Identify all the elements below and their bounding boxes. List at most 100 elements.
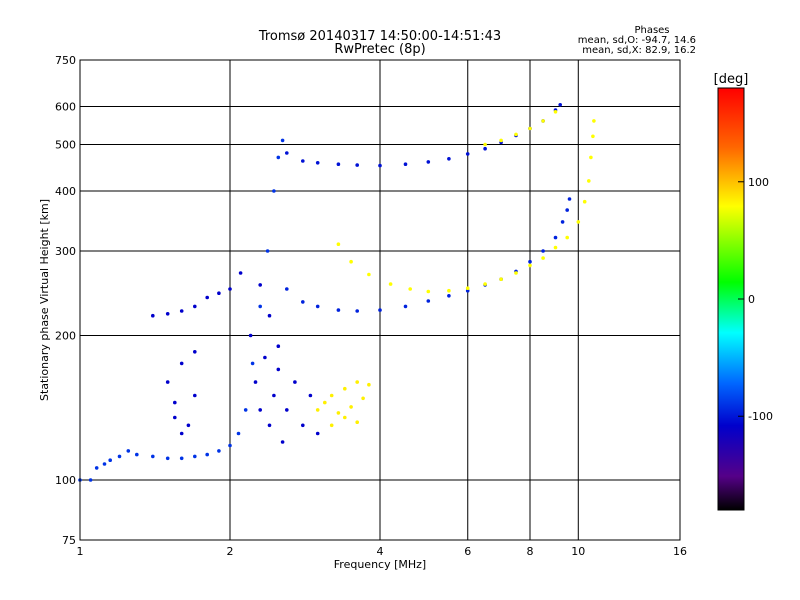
data-point	[173, 400, 177, 405]
chart-title: Tromsø 20140317 14:50:00-14:51:43	[258, 29, 501, 44]
data-point	[301, 423, 305, 428]
data-point	[179, 431, 184, 436]
data-point	[301, 159, 305, 163]
data-point	[193, 454, 197, 459]
x-tick-label: 2	[227, 545, 234, 558]
data-point	[272, 393, 276, 398]
data-point	[343, 415, 347, 420]
data-point	[285, 408, 289, 412]
colorbar-tick-label: 100	[748, 176, 769, 189]
data-point	[126, 449, 131, 453]
y-tick-label: 75	[62, 534, 76, 547]
data-point	[267, 423, 272, 428]
data-point	[560, 220, 565, 224]
data-point	[567, 197, 572, 201]
data-point	[135, 452, 139, 457]
data-point	[336, 162, 341, 166]
data-point	[465, 286, 470, 291]
data-point	[336, 308, 341, 312]
data-point	[378, 308, 382, 312]
data-point	[248, 333, 253, 338]
data-point	[483, 146, 487, 151]
data-point	[426, 299, 431, 303]
data-point	[280, 440, 285, 444]
data-point	[276, 367, 281, 372]
data-point	[541, 249, 545, 253]
data-point	[587, 179, 591, 183]
data-point	[355, 420, 360, 425]
data-point	[403, 162, 408, 166]
data-point	[553, 235, 558, 240]
data-point	[426, 160, 431, 164]
data-point	[465, 152, 470, 156]
data-point	[447, 294, 451, 298]
data-point	[541, 256, 545, 260]
data-point	[258, 283, 263, 287]
data-point	[165, 380, 170, 384]
data-point	[258, 408, 263, 412]
x-tick-label: 1	[77, 545, 84, 558]
data-point	[276, 155, 281, 160]
data-point	[343, 386, 347, 391]
data-point	[258, 304, 263, 309]
y-tick-label: 500	[55, 139, 76, 152]
data-point	[193, 393, 197, 398]
data-point	[253, 380, 258, 384]
data-point	[565, 235, 569, 240]
data-point	[217, 291, 221, 296]
y-tick-label: 100	[55, 474, 76, 487]
data-point	[483, 142, 487, 147]
data-point	[553, 245, 558, 250]
colorbar-tick-label: 0	[748, 293, 755, 306]
data-point	[179, 456, 184, 461]
data-point	[243, 408, 248, 412]
data-point	[349, 259, 353, 264]
data-point	[355, 309, 360, 313]
data-point	[285, 151, 289, 155]
data-point	[576, 220, 581, 224]
data-point	[558, 103, 562, 107]
colorbar-ticks: 100 0 -100	[738, 176, 773, 423]
data-point	[592, 119, 596, 123]
data-point	[193, 350, 197, 354]
data-point	[94, 466, 99, 470]
chart-subtitle: RwPretec (8p)	[334, 42, 425, 57]
y-tick-label: 200	[55, 330, 76, 343]
data-point	[589, 155, 593, 160]
data-point	[301, 300, 305, 304]
data-point	[315, 431, 320, 436]
data-point	[250, 361, 255, 366]
data-point	[179, 361, 184, 366]
data-point	[355, 380, 360, 384]
data-point	[265, 249, 270, 253]
data-point	[528, 263, 532, 268]
data-point	[205, 452, 209, 457]
data-point	[315, 304, 320, 309]
data-point	[514, 271, 518, 275]
data-point	[465, 288, 470, 293]
data-point	[355, 163, 360, 167]
data-point	[528, 259, 532, 264]
data-point	[293, 380, 297, 384]
x-axis-ticks: 1 2 4 6 8 10 16	[77, 545, 688, 558]
data-point	[315, 161, 320, 165]
data-point	[361, 396, 365, 401]
y-tick-label: 300	[55, 245, 76, 258]
data-point	[151, 313, 155, 318]
data-point	[323, 400, 327, 405]
data-point	[165, 312, 170, 316]
data-point	[447, 288, 451, 293]
data-point	[285, 287, 289, 291]
stats-x-mode: mean, sd,X: 82.9, 16.2	[582, 45, 696, 56]
data-point	[263, 355, 267, 360]
data-point	[117, 454, 122, 459]
y-tick-label: 600	[55, 101, 76, 114]
x-axis-label: Frequency [MHz]	[334, 558, 426, 571]
data-point	[228, 443, 232, 448]
x-tick-label: 6	[464, 545, 471, 558]
data-point	[388, 282, 393, 286]
y-axis-ticks: 75 100 200 300 400 500 600 750	[55, 54, 76, 547]
x-tick-label: 16	[673, 545, 687, 558]
data-point	[499, 277, 503, 282]
